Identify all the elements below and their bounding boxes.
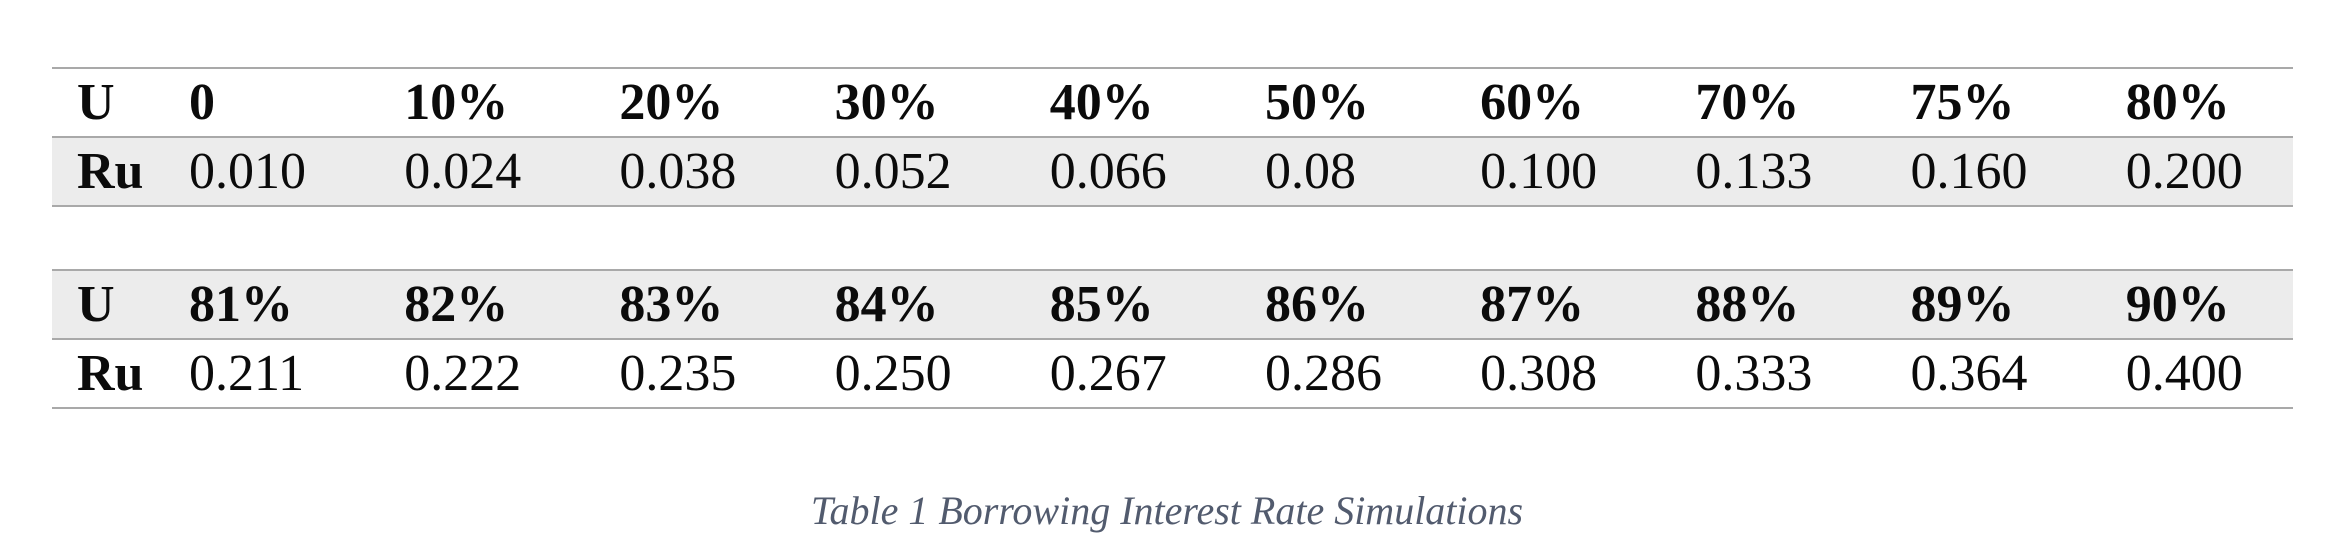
table2-u-row: U 81% 82% 83% 84% 85% 86% 87% 88% 89% 90… (52, 270, 2293, 339)
table1-ru-value: 0.200 (2125, 142, 2243, 200)
rate-table-1: U 0 10% 20% 30% 40% 50% 60% 70% 75% 80% … (52, 67, 2293, 207)
table1-ru-value: 0.038 (619, 142, 737, 200)
table1-u-label: U (77, 73, 115, 131)
table1-ru-value: 0.160 (1910, 142, 2028, 200)
table2-ru-value: 0.333 (1695, 344, 1813, 402)
table2-ru-label: Ru (77, 344, 144, 402)
table2-u-value: 88% (1695, 275, 1800, 333)
table1-ru-row: Ru 0.010 0.024 0.038 0.052 0.066 0.08 0.… (52, 137, 2293, 206)
table1-u-value: 50% (1264, 73, 1369, 131)
table2-ru-value: 0.364 (1910, 344, 2028, 402)
table1-u-value: 70% (1695, 73, 1800, 131)
table1-u-value: 60% (1480, 73, 1585, 131)
table1-ru-value: 0.052 (834, 142, 952, 200)
table2-ru-value: 0.267 (1049, 344, 1167, 402)
table2-ru-value: 0.308 (1480, 344, 1598, 402)
table1-ru-label: Ru (77, 142, 144, 200)
rate-table-2: U 81% 82% 83% 84% 85% 86% 87% 88% 89% 90… (52, 269, 2293, 409)
table2-ru-row: Ru 0.211 0.222 0.235 0.250 0.267 0.286 0… (52, 339, 2293, 408)
table1-ru-value: 0.010 (189, 142, 306, 200)
table1-u-value: 80% (2125, 73, 2230, 131)
table1-ru-value: 0.066 (1049, 142, 1167, 200)
table-caption: Table 1 Borrowing Interest Rate Simulati… (810, 488, 1524, 533)
table1-u-row: U 0 10% 20% 30% 40% 50% 60% 70% 75% 80% (52, 68, 2293, 137)
table2-ru-value: 0.222 (404, 344, 522, 402)
table2-ru-value: 0.235 (619, 344, 737, 402)
table2-ru-value: 0.400 (2125, 344, 2243, 402)
table1-u-value: 75% (1910, 73, 2015, 131)
table1-u-value: 0 (189, 73, 215, 131)
table1-ru-value: 0.024 (404, 142, 522, 200)
table1-u-value: 40% (1049, 73, 1154, 131)
table2-ru-value: 0.211 (189, 344, 305, 402)
table2-u-value: 83% (619, 275, 724, 333)
table2-u-value: 81% (189, 275, 293, 333)
table2-u-value: 84% (834, 275, 939, 333)
table2-u-value: 85% (1049, 275, 1154, 333)
table2-u-value: 87% (1480, 275, 1585, 333)
table2-ru-value: 0.286 (1264, 344, 1382, 402)
table2-u-label: U (77, 275, 115, 333)
table2-u-value: 86% (1264, 275, 1369, 333)
table1-ru-value: 0.100 (1480, 142, 1598, 200)
table2-ru-value: 0.250 (834, 344, 952, 402)
table1-u-value: 20% (619, 73, 724, 131)
table1-u-value: 30% (834, 73, 939, 131)
table1-u-value: 10% (404, 73, 509, 131)
table2-u-value: 89% (1910, 275, 2015, 333)
table1-ru-value: 0.133 (1695, 142, 1813, 200)
table1-ru-value: 0.08 (1264, 142, 1356, 200)
tables-region: U 0 10% 20% 30% 40% 50% 60% 70% 75% 80% … (52, 67, 2293, 409)
table2-u-value: 90% (2125, 275, 2230, 333)
table2-u-value: 82% (404, 275, 509, 333)
